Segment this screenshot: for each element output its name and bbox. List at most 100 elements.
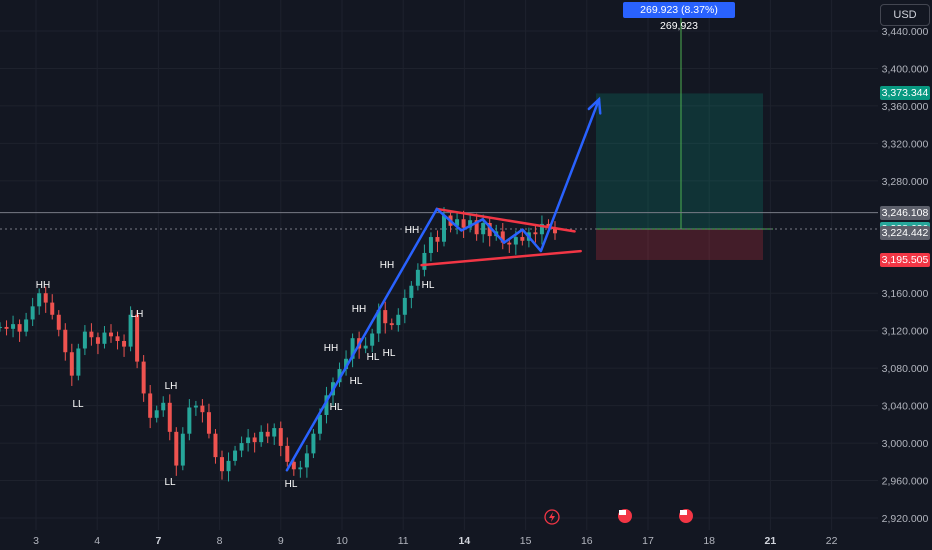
candle-body	[95, 337, 100, 344]
candle-body	[383, 310, 388, 324]
y-tick-label: 3,440.000	[882, 26, 929, 38]
candle-body	[193, 405, 198, 408]
y-tick-label: 2,960.000	[882, 476, 929, 488]
y-tick-label: 2,920.000	[882, 513, 929, 525]
candle-body	[128, 314, 133, 347]
lightning-glyph	[549, 512, 555, 522]
candle-body	[553, 227, 557, 234]
candle-body	[82, 331, 87, 349]
candle-body	[435, 237, 440, 242]
x-tick-label: 10	[336, 535, 348, 547]
candle-body	[546, 223, 551, 228]
x-tick-label: 7	[155, 535, 161, 547]
price-axis[interactable]: 3,440.000 3,400.000 3,360.000 3,320.000 3,28…	[882, 26, 929, 525]
swing-label-hh: HH	[36, 280, 50, 291]
candle-body	[278, 428, 283, 446]
swing-label-hl: HL	[422, 280, 435, 291]
swing-label-hl: HL	[383, 348, 396, 359]
swing-label-hl: HL	[367, 352, 380, 363]
candle-body	[507, 242, 512, 245]
candle-body	[187, 407, 192, 434]
candle-body	[409, 285, 414, 298]
currency-button[interactable]: USD	[880, 4, 930, 26]
candle-body	[180, 433, 185, 466]
swing-label-hh: HH	[405, 225, 419, 236]
swing-label-hh: HH	[380, 260, 394, 271]
x-tick-label: 22	[826, 535, 838, 547]
price-tag-last: 3,224.442	[880, 225, 930, 240]
x-tick-label: 8	[217, 535, 223, 547]
profit-zone	[596, 93, 763, 229]
candle-body	[4, 326, 9, 329]
event-icons[interactable]	[544, 509, 693, 525]
triangle-lower-line[interactable]	[420, 249, 582, 267]
chart-grid	[0, 0, 878, 530]
candle-body	[415, 269, 420, 286]
candle-body	[213, 433, 218, 458]
x-tick-label: 17	[642, 535, 654, 547]
price-tag-target: 3,373.344	[880, 86, 930, 101]
candle-body	[468, 220, 473, 228]
lightning-icon[interactable]	[544, 509, 560, 525]
triangle-upper-line[interactable]	[435, 207, 576, 233]
candle-body	[17, 324, 22, 332]
swing-label-ll: LL	[72, 399, 84, 410]
swing-label-ll: LL	[164, 477, 176, 488]
candle-body	[376, 310, 381, 334]
candle-body	[206, 412, 211, 434]
candle-body	[167, 402, 172, 432]
y-tick-label: 3,120.000	[882, 326, 929, 338]
candle-body	[474, 220, 479, 235]
x-tick-label: 16	[581, 535, 593, 547]
candle-body	[154, 410, 159, 418]
y-tick-label: 3,400.000	[882, 63, 929, 75]
candle-body	[115, 336, 120, 341]
candle-body	[304, 453, 309, 468]
candle-body	[89, 331, 94, 338]
candle-body	[220, 457, 224, 472]
time-axis[interactable]: 3 4 7 8 9 10 11 14 15 16 17 18 21 22	[33, 535, 838, 547]
candle-body	[520, 237, 525, 241]
x-tick-label: 3	[33, 535, 39, 547]
candle-body	[402, 297, 407, 315]
candle-body	[102, 332, 107, 344]
candle-body	[122, 340, 127, 347]
candle-body	[344, 358, 349, 370]
candle-body	[109, 332, 113, 337]
candle-body	[63, 329, 68, 353]
candle-body	[239, 443, 244, 451]
impulse-line[interactable]	[285, 207, 439, 472]
arrow-head	[587, 96, 602, 115]
candle-body	[389, 323, 394, 326]
candle-body	[200, 405, 205, 413]
candle-body	[337, 369, 342, 383]
swing-label-lh: LH	[165, 381, 178, 392]
candle-body	[442, 215, 446, 242]
candle-body	[428, 237, 433, 253]
price-tag-stop: 3,195.505	[880, 252, 930, 267]
candle-body	[43, 293, 48, 303]
candle-body	[285, 445, 290, 462]
us-flag-canton	[680, 510, 687, 515]
candle-body	[246, 437, 251, 444]
candle-body	[11, 324, 16, 329]
candle-body	[259, 431, 264, 443]
candle-body	[481, 222, 486, 235]
projection-line[interactable]	[435, 98, 601, 253]
swing-label-hh: HH	[352, 304, 366, 315]
y-tick-label: 3,080.000	[882, 363, 929, 375]
y-tick-label: 3,040.000	[882, 401, 929, 413]
y-tick-label: 3,280.000	[882, 176, 929, 188]
candle-body	[291, 461, 296, 470]
candle-body	[539, 223, 544, 235]
us-flag-canton	[619, 510, 626, 515]
swing-label-hl: HL	[285, 479, 298, 490]
x-tick-label: 18	[703, 535, 715, 547]
position-zones	[596, 18, 773, 260]
trendlines	[285, 96, 602, 472]
price-level-lines	[0, 212, 878, 230]
candle-body	[513, 237, 518, 245]
candle-body	[422, 252, 427, 270]
candle-body	[24, 319, 29, 332]
